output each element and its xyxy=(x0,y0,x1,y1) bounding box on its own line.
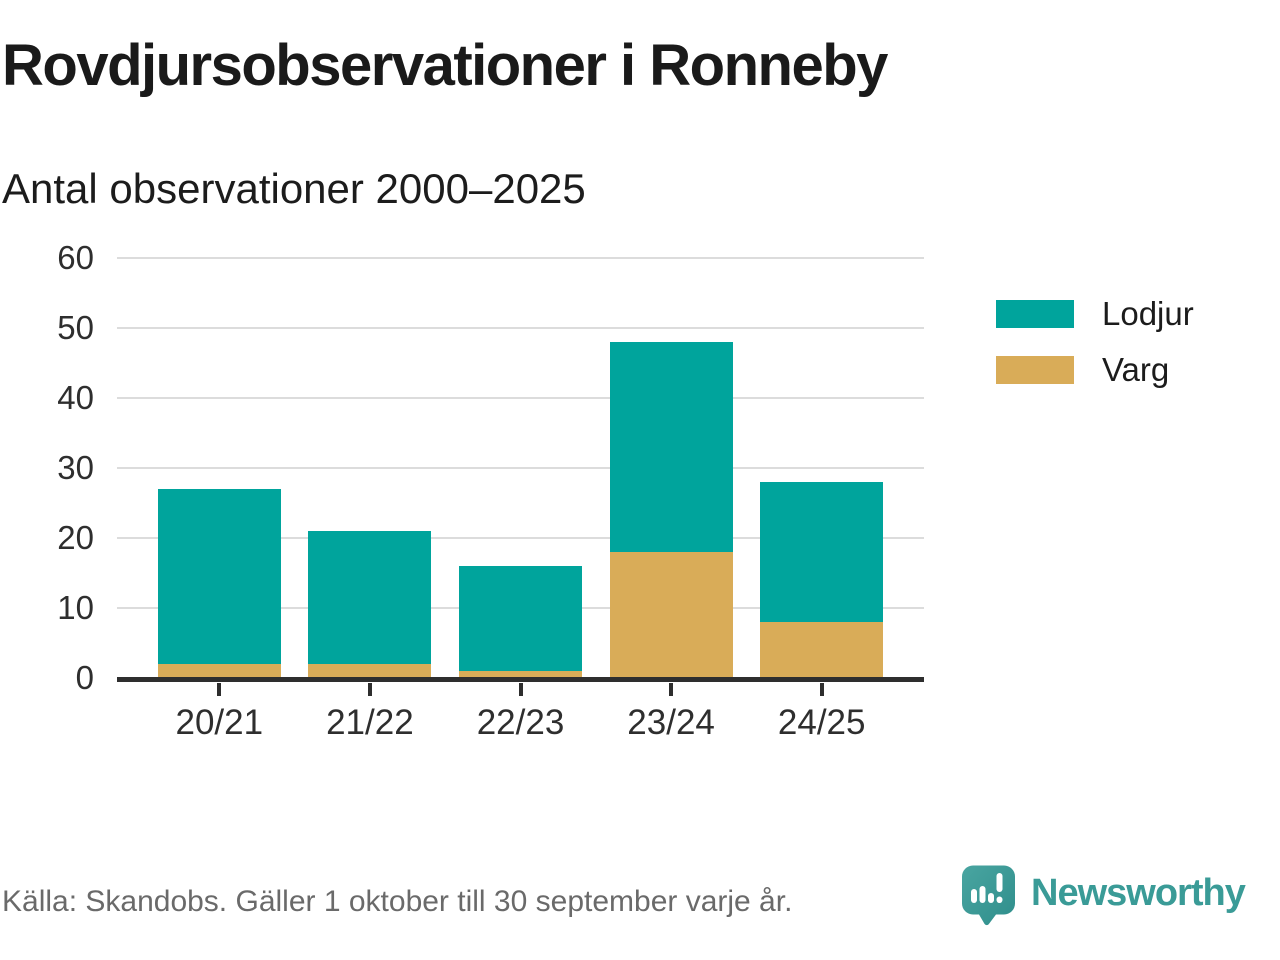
x-axis-tick xyxy=(367,683,372,696)
y-tick-label: 0 xyxy=(75,659,94,696)
bar-segment-varg xyxy=(308,664,432,678)
y-tick-label: 30 xyxy=(57,449,94,486)
x-axis-tick xyxy=(518,683,523,696)
bar-segment-lodjur xyxy=(157,489,281,664)
source-note: Källa: Skandobs. Gäller 1 oktober till 3… xyxy=(2,885,793,918)
x-axis-tick xyxy=(669,683,674,696)
newsworthy-brand: Newsworthy xyxy=(960,862,1280,932)
y-tick-label: 20 xyxy=(57,519,94,556)
legend-swatch-lodjur xyxy=(996,300,1074,328)
chart-subtitle: Antal observationer 2000–2025 xyxy=(2,165,586,212)
y-tick-label: 10 xyxy=(57,589,94,626)
legend-label: Varg xyxy=(1102,351,1170,388)
gridline-60 xyxy=(117,257,924,259)
bar-segment-varg xyxy=(157,664,281,678)
bar-segment-varg xyxy=(609,552,733,678)
legend-label: Lodjur xyxy=(1102,295,1194,332)
x-tick-label: 20/21 xyxy=(175,703,264,742)
gridline-50 xyxy=(117,327,924,329)
legend-item-varg: Varg xyxy=(996,351,1194,388)
x-tick-label: 22/23 xyxy=(476,703,565,742)
newsworthy-logo-icon xyxy=(962,865,1015,926)
x-axis-tick xyxy=(217,683,222,696)
x-tick-label: 23/24 xyxy=(627,703,715,742)
y-tick-label: 60 xyxy=(57,239,94,276)
gridline-30 xyxy=(117,467,924,469)
gridline-20 xyxy=(117,537,924,539)
y-tick-label: 40 xyxy=(57,379,94,416)
bar-segment-lodjur xyxy=(459,566,582,671)
legend: Lodjur Varg xyxy=(996,295,1194,412)
bar-segment-lodjur xyxy=(760,482,884,622)
chart-title: Rovdjursobservationer i Ronneby xyxy=(2,33,888,98)
x-axis-line xyxy=(117,677,924,682)
bar-segment-lodjur xyxy=(308,531,432,664)
legend-swatch-varg xyxy=(996,356,1074,384)
legend-item-lodjur: Lodjur xyxy=(996,295,1194,332)
newsworthy-wordmark: Newsworthy xyxy=(1031,872,1246,914)
bar-segment-varg xyxy=(459,671,582,678)
x-tick-label: 24/25 xyxy=(777,703,866,742)
gridline-10 xyxy=(117,607,924,609)
y-tick-label: 50 xyxy=(57,309,94,346)
x-tick-label: 21/22 xyxy=(326,703,414,742)
bar-segment-varg xyxy=(760,622,884,678)
bar-segment-lodjur xyxy=(609,342,733,552)
x-axis-tick xyxy=(819,683,824,696)
gridline-40 xyxy=(117,397,924,399)
